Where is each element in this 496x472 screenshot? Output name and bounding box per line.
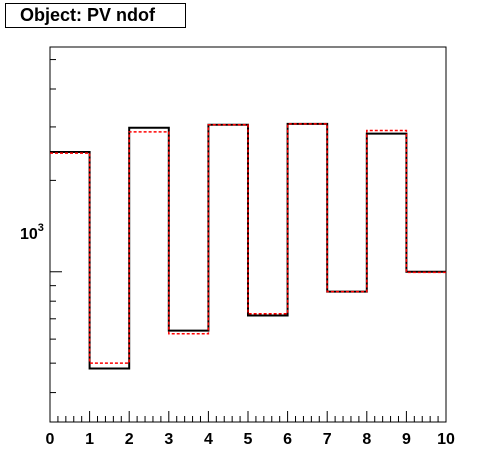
y-tick-exponent: 3 [38,222,44,234]
histogram-series [50,122,446,370]
x-axis-tick-label: 4 [204,431,213,448]
y-tick-base: 10 [20,226,38,243]
histogram-title: Object: PV ndof [5,3,186,28]
x-axis-tick-label: 7 [323,431,332,448]
y-axis-tick-label: 103 [20,222,44,243]
x-axis-tick-label: 6 [283,431,292,448]
y-axis-ticks [50,59,62,394]
x-axis-tick-label: 10 [437,431,455,448]
x-axis-tick-labels: 0 1 2 3 4 5 6 7 8 9 10 [46,431,455,448]
x-axis-tick-label: 3 [164,431,173,448]
x-axis-tick-label: 9 [402,431,411,448]
x-axis-ticks [49,411,447,422]
histogram-line-series-2 [50,123,446,364]
x-axis-tick-label: 1 [85,431,94,448]
x-axis-tick-label: 0 [46,431,55,448]
x-axis-tick-label: 2 [125,431,134,448]
x-axis-tick-label: 8 [362,431,371,448]
x-axis-tick-label: 5 [244,431,253,448]
